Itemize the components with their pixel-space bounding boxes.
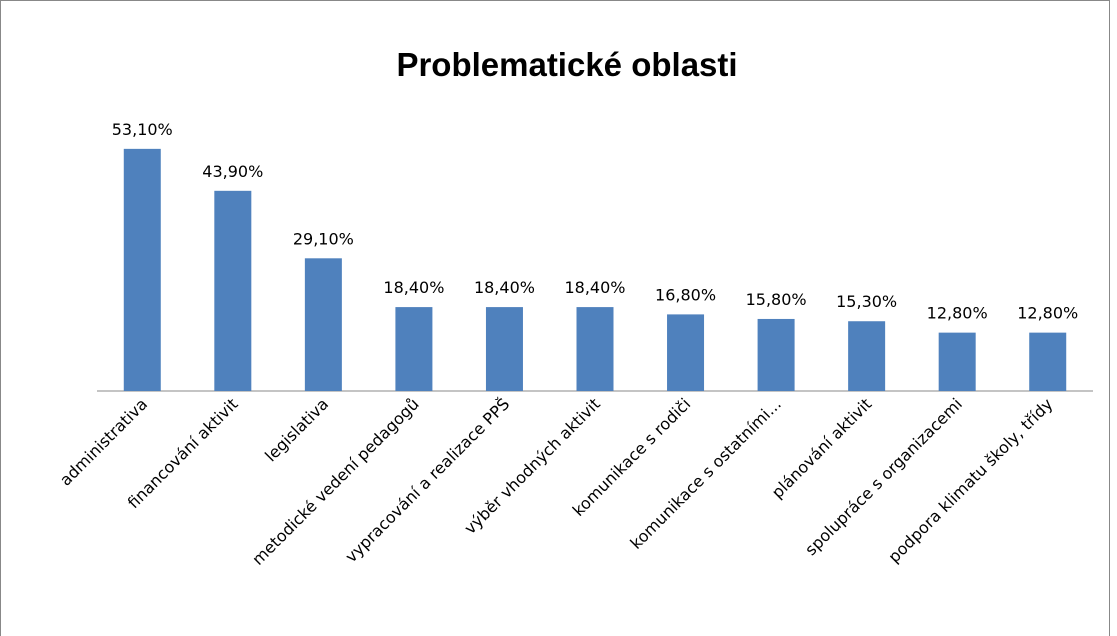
chart-title: Problematické oblasti	[396, 46, 737, 83]
data-label: 12,80%	[1017, 304, 1078, 323]
bar	[938, 332, 976, 391]
bar	[576, 307, 614, 391]
data-label: 18,40%	[564, 278, 625, 297]
data-label: 16,80%	[655, 285, 716, 304]
data-label: 53,10%	[112, 120, 173, 139]
data-label: 12,80%	[927, 304, 988, 323]
bar	[395, 307, 433, 391]
data-label: 18,40%	[474, 278, 535, 297]
bar	[123, 148, 161, 391]
bar	[848, 321, 886, 391]
bar	[214, 190, 252, 391]
data-label: 29,10%	[293, 229, 354, 248]
bar	[304, 258, 342, 391]
bar	[667, 314, 705, 391]
data-label: 15,30%	[836, 292, 897, 311]
bar	[485, 307, 523, 391]
data-label: 43,90%	[202, 162, 263, 181]
data-label: 18,40%	[383, 278, 444, 297]
bar	[757, 318, 795, 391]
data-label: 15,80%	[746, 290, 807, 309]
bar	[1029, 332, 1067, 391]
